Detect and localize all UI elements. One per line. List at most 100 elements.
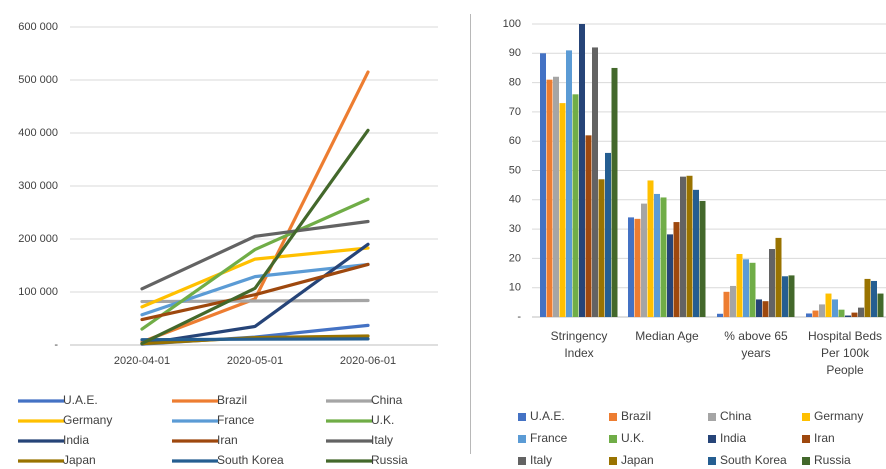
bar-italy bbox=[769, 249, 775, 317]
bar-india bbox=[845, 315, 851, 317]
bar-france bbox=[832, 299, 838, 317]
legend-label: Germany bbox=[63, 413, 112, 427]
y-tick-label: 600 000 bbox=[18, 21, 58, 33]
x-tick-label: Hospital Beds bbox=[808, 329, 882, 343]
bar-japan bbox=[864, 278, 871, 317]
bar-italy bbox=[680, 176, 686, 317]
legend-label: China bbox=[371, 393, 403, 407]
y-tick-label: 500 000 bbox=[18, 74, 58, 86]
bar-u-a-e- bbox=[806, 313, 812, 317]
bar-brazil bbox=[546, 79, 553, 317]
y-tick-label: 100 000 bbox=[18, 286, 58, 298]
legend-swatch bbox=[708, 435, 716, 443]
y-tick-label: 400 000 bbox=[18, 127, 58, 139]
legend-label: U.A.E. bbox=[63, 393, 98, 407]
y-tick-label: 20 bbox=[509, 252, 521, 264]
legend-swatch bbox=[802, 413, 810, 421]
bar-south-korea bbox=[782, 276, 788, 317]
bar-u-a-e- bbox=[717, 313, 723, 317]
bar-japan bbox=[775, 237, 782, 317]
bar-u-k- bbox=[749, 262, 756, 317]
bar-brazil bbox=[723, 291, 730, 317]
bar-russia bbox=[611, 67, 618, 317]
legend-label: Japan bbox=[621, 453, 654, 467]
bar-u-k- bbox=[838, 309, 845, 317]
x-tick-label: Median Age bbox=[635, 329, 699, 343]
legend-label: France bbox=[217, 413, 255, 427]
legend-swatch bbox=[518, 435, 526, 443]
legend-label: Russia bbox=[814, 453, 851, 467]
y-tick-label: 200 000 bbox=[18, 233, 58, 245]
y-tick-label: 50 bbox=[509, 164, 521, 176]
bar-china bbox=[819, 304, 825, 317]
legend-label: Italy bbox=[371, 433, 393, 447]
bar-china bbox=[730, 285, 736, 317]
bar-italy bbox=[858, 307, 864, 317]
x-tick-label: 2020-06-01 bbox=[340, 355, 396, 367]
x-tick-label: Stringency bbox=[551, 329, 608, 343]
bar-india bbox=[756, 299, 762, 317]
legend-label: Brazil bbox=[621, 409, 651, 423]
bar-india bbox=[667, 234, 673, 317]
bar-u-k- bbox=[572, 94, 579, 317]
bar-u-a-e- bbox=[628, 217, 634, 317]
legend-label: U.K. bbox=[371, 413, 394, 427]
legend-swatch bbox=[708, 413, 716, 421]
legend-swatch bbox=[518, 457, 526, 465]
bar-france bbox=[566, 50, 572, 318]
legend-label: Japan bbox=[63, 453, 96, 467]
bar-south-korea bbox=[871, 280, 877, 317]
legend-label: Italy bbox=[530, 453, 552, 467]
x-tick-label: years bbox=[741, 346, 770, 360]
bar-russia bbox=[788, 275, 795, 317]
x-tick-label: People bbox=[826, 363, 864, 377]
legend-label: France bbox=[530, 431, 568, 445]
bar-japan bbox=[686, 175, 693, 317]
series-line-germany bbox=[140, 246, 370, 309]
x-tick-label: % above 65 bbox=[724, 329, 788, 343]
legend-swatch bbox=[518, 413, 526, 421]
bar-germany bbox=[825, 293, 832, 317]
bar-germany bbox=[736, 254, 743, 317]
bar-russia bbox=[699, 200, 706, 317]
legend-label: China bbox=[720, 409, 752, 423]
y-tick-label: - bbox=[54, 339, 58, 351]
series-line-u-k- bbox=[140, 197, 370, 331]
bar-iran bbox=[851, 312, 858, 317]
series-line-italy bbox=[140, 219, 370, 291]
bar-brazil bbox=[634, 218, 641, 317]
series-line-iran bbox=[140, 262, 370, 322]
bar-iran bbox=[762, 301, 769, 317]
bar-brazil bbox=[812, 310, 819, 317]
bar-south-korea bbox=[605, 152, 611, 317]
legend-swatch bbox=[609, 435, 617, 443]
legend-label: Iran bbox=[217, 433, 238, 447]
bar-japan bbox=[598, 179, 605, 317]
y-tick-label: - bbox=[517, 311, 521, 323]
x-tick-label: 2020-05-01 bbox=[227, 355, 283, 367]
legend-label: U.K. bbox=[621, 431, 644, 445]
bar-italy bbox=[592, 47, 598, 317]
y-tick-label: 70 bbox=[509, 106, 521, 118]
y-tick-label: 60 bbox=[509, 135, 521, 147]
bar-iran bbox=[585, 135, 592, 317]
bar-u-k- bbox=[660, 197, 667, 317]
legend-swatch bbox=[609, 457, 617, 465]
legend-label: Brazil bbox=[217, 393, 247, 407]
bar-india bbox=[579, 24, 585, 317]
legend-label: Russia bbox=[371, 453, 408, 467]
legend-label: Iran bbox=[814, 431, 835, 445]
bar-germany bbox=[647, 180, 654, 317]
bar-south-korea bbox=[693, 189, 699, 317]
bar-china bbox=[641, 203, 647, 317]
y-tick-label: 90 bbox=[509, 47, 521, 59]
bar-france bbox=[654, 193, 660, 317]
x-tick-label: Per 100k bbox=[821, 346, 870, 360]
x-tick-label: 2020-04-01 bbox=[114, 355, 170, 367]
legend-label: U.A.E. bbox=[530, 409, 565, 423]
panel-divider bbox=[470, 14, 471, 454]
legend-swatch bbox=[802, 457, 810, 465]
bar-u-a-e- bbox=[540, 53, 546, 318]
